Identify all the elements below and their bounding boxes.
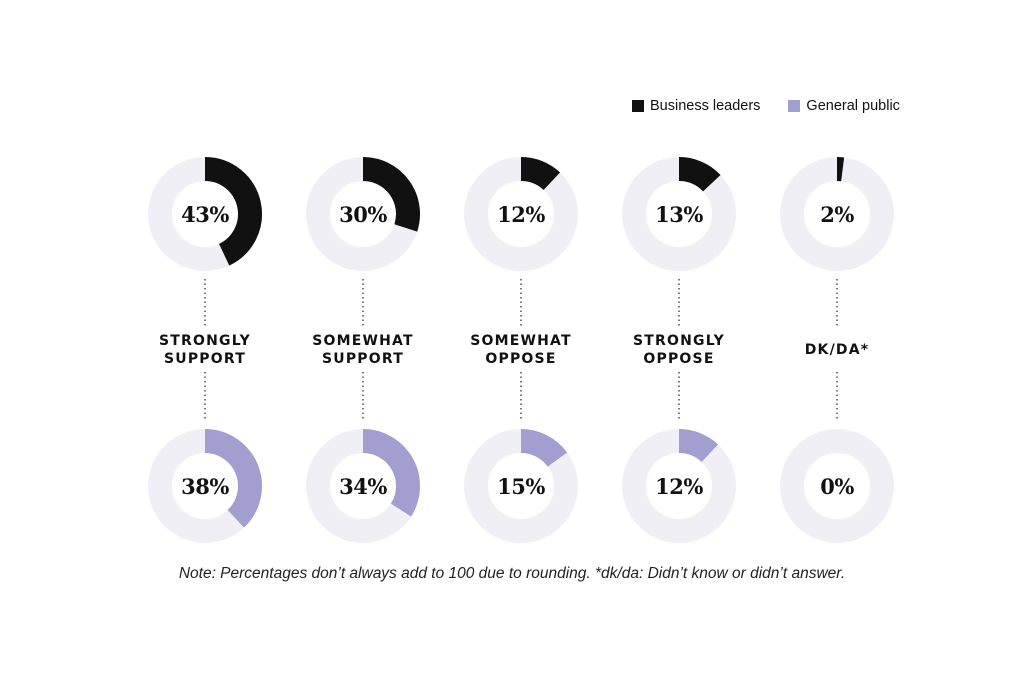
value-label-public-0: 38%	[181, 474, 229, 499]
donut-arc-public-2	[520, 429, 568, 468]
category-label-2-line-1: OPPOSE	[485, 351, 556, 367]
legend-item-general-public: General public	[788, 98, 900, 114]
donut-arc-business-1	[362, 157, 420, 232]
value-label-business-0: 43%	[181, 202, 229, 227]
donut-arc-business-3	[678, 157, 721, 192]
chart-note: Note: Percentages don’t always add to 10…	[178, 565, 846, 582]
legend-label-general-public: General public	[806, 98, 900, 114]
donut-arc-business-0	[204, 157, 262, 266]
legend-swatch-business-leaders	[632, 100, 644, 112]
donut-arc-public-0	[204, 429, 262, 528]
category-label-1-line-1: SUPPORT	[322, 351, 404, 367]
value-label-business-3: 13%	[655, 202, 703, 227]
value-label-public-1: 34%	[339, 474, 387, 499]
category-label-3-line-1: OPPOSE	[643, 351, 714, 367]
donut-arc-public-3	[678, 429, 719, 463]
category-label-3-line-0: STRONGLY	[633, 333, 725, 349]
category-label-0-line-1: SUPPORT	[164, 351, 246, 367]
category-label-2-line-0: SOMEWHAT	[470, 333, 572, 349]
category-label-0-line-0: STRONGLY	[159, 333, 251, 349]
value-label-business-4: 2%	[820, 202, 854, 227]
value-label-business-2: 12%	[497, 202, 545, 227]
donut-arc-business-2	[520, 157, 561, 191]
legend-label-business-leaders: Business leaders	[650, 98, 761, 114]
legend-swatch-general-public	[788, 100, 801, 112]
value-label-business-1: 30%	[339, 202, 387, 227]
donut-arc-public-1	[362, 429, 420, 517]
value-label-public-2: 15%	[497, 474, 545, 499]
category-label-1-line-0: SOMEWHAT	[312, 333, 414, 349]
category-label-4-line-0: DK/DA*	[805, 342, 870, 358]
value-label-public-3: 12%	[655, 474, 703, 499]
donut-track-public-4	[780, 429, 894, 543]
legend: Business leaders General public	[632, 98, 900, 114]
value-label-public-4: 0%	[820, 474, 854, 499]
legend-item-business-leaders: Business leaders	[632, 98, 760, 114]
